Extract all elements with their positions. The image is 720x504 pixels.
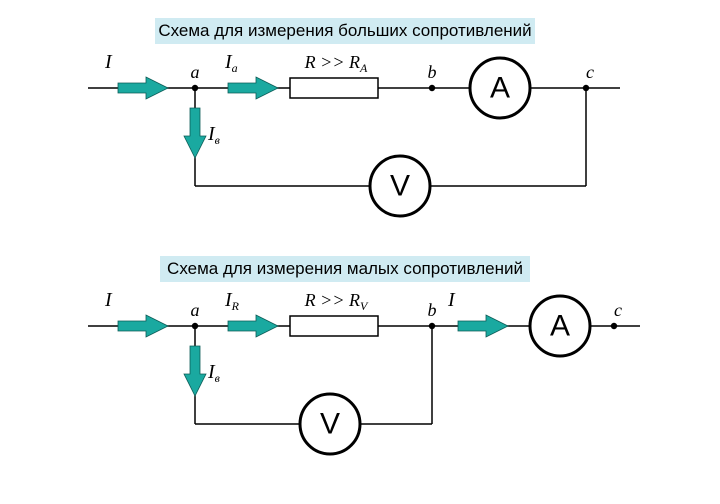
ammeter-letter-1: A <box>490 72 510 105</box>
label-IR-2: IR <box>224 289 240 313</box>
arrow-I-2 <box>118 315 168 337</box>
title-2: Схема для измерения малых сопротивлений <box>167 259 523 278</box>
arrow-Ia-1 <box>228 77 278 99</box>
arrow-Iv-2 <box>184 346 206 396</box>
circuit-large-resistance: Схема для измерения больших сопротивлени… <box>88 18 620 216</box>
label-I-2: I <box>104 289 113 311</box>
label-Iv-2: Iв <box>207 361 220 385</box>
voltmeter-letter-1: V <box>390 170 410 203</box>
node-a-1: a <box>191 62 200 82</box>
node-b-1: b <box>428 62 437 82</box>
resistor-2 <box>290 316 378 336</box>
node-c-2: c <box>614 300 622 320</box>
node-c-1: c <box>586 62 594 82</box>
node-a-2: a <box>191 300 200 320</box>
voltmeter-letter-2: V <box>320 408 340 441</box>
title-1: Схема для измерения больших сопротивлени… <box>158 21 531 40</box>
arrow-Iv-1 <box>184 108 206 158</box>
resistor-1 <box>290 78 378 98</box>
label-Iv-1: Iв <box>207 123 220 147</box>
circuit-small-resistance: Схема для измерения малых сопротивлений … <box>88 256 640 454</box>
arrow-I-1 <box>118 77 168 99</box>
ammeter-letter-2: A <box>550 310 570 343</box>
node-b-2: b <box>428 300 437 320</box>
label-I2-2: I <box>447 289 456 311</box>
label-I-1: I <box>104 51 113 73</box>
circuit-diagrams: Схема для измерения больших сопротивлени… <box>0 0 720 504</box>
resistor-label-1: R >> RA <box>304 52 368 75</box>
label-Ia-1: Iа <box>224 51 238 75</box>
arrow-IR-2 <box>228 315 278 337</box>
resistor-label-2: R >> RV <box>304 290 369 313</box>
arrow-I2-2 <box>458 315 508 337</box>
